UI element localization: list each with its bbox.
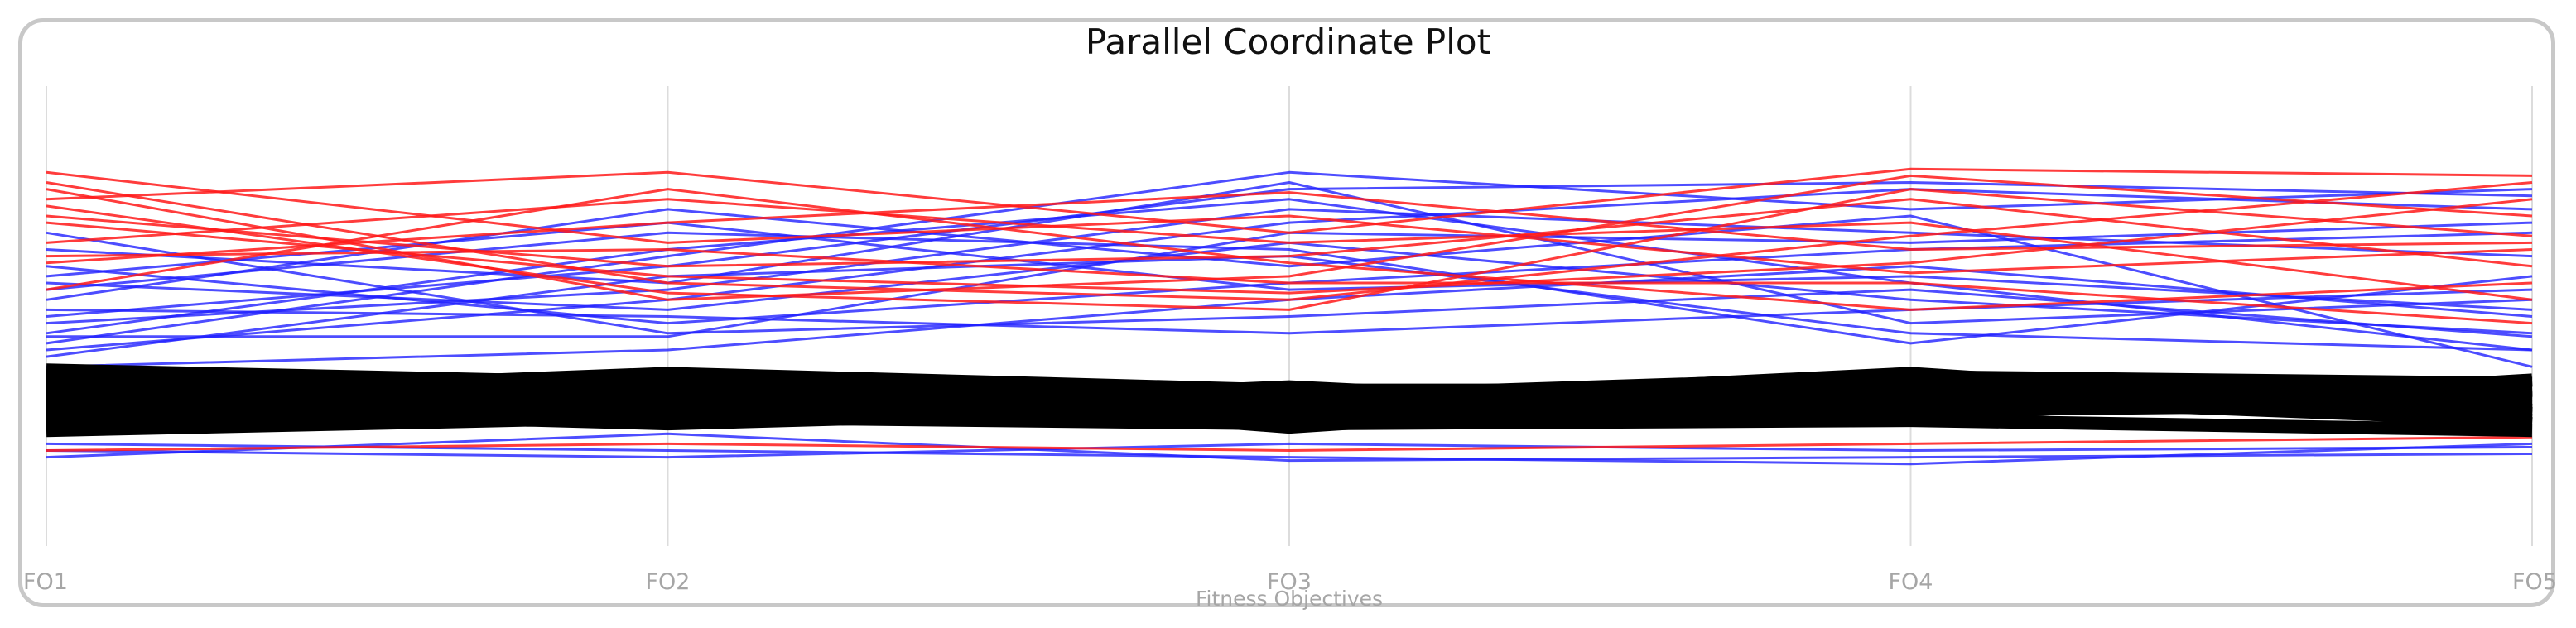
data-line-mid-26 <box>46 231 2533 338</box>
data-line-high-42 <box>46 188 2533 311</box>
data-line-high-36 <box>46 167 2533 234</box>
data-line-dominant-14 <box>46 373 2533 431</box>
data-line-mid-22 <box>46 181 2533 318</box>
data-line-high-41 <box>46 198 2533 295</box>
data-line-mid-30 <box>46 221 2533 311</box>
axis-label-fo2: FO2 <box>646 569 691 595</box>
axis-label-fo3: FO3 <box>1267 569 1312 595</box>
data-line-high-43 <box>46 188 2533 311</box>
data-line-mid-28 <box>46 288 2533 335</box>
data-line-high-40 <box>46 191 2533 265</box>
data-line-mid-27 <box>46 170 2533 345</box>
axis-label-fo5: FO5 <box>2512 569 2557 595</box>
data-line-high-46 <box>46 435 2533 452</box>
data-line-mid-34 <box>46 442 2533 466</box>
x-axis-title: Fitness Objectives <box>1196 587 1383 611</box>
data-line-high-45 <box>46 181 2533 301</box>
data-line-high-35 <box>46 170 2533 275</box>
chart-title: Parallel Coordinate Plot <box>1085 22 1491 62</box>
axis-label-fo1: FO1 <box>23 569 68 595</box>
data-lines <box>46 167 2533 466</box>
data-line-high-44 <box>46 248 2533 325</box>
axis-label-fo4: FO4 <box>1889 569 1933 595</box>
axis-tick-labels: FO1 FO2 FO3 FO4 FO5 <box>23 569 2557 595</box>
data-line-mid-20 <box>46 188 2533 352</box>
data-line-mid-18 <box>46 181 2533 325</box>
data-line-dominant-15 <box>46 376 2533 424</box>
data-line-mid-32 <box>46 442 2533 459</box>
